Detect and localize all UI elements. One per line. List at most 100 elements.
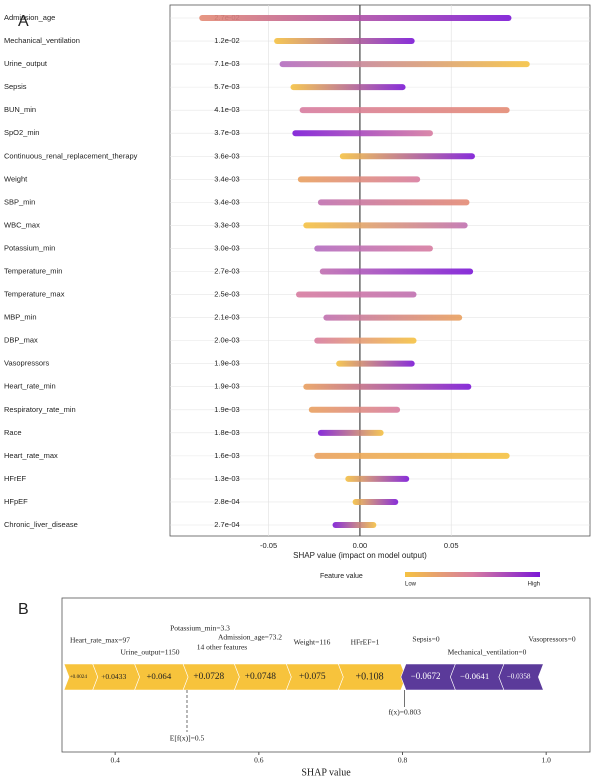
x-tick-label: 1.0	[541, 756, 551, 765]
feature-label: Sepsis=0	[412, 635, 439, 644]
legend-high: High	[528, 582, 540, 588]
value-label: +0.0728	[193, 672, 224, 682]
feature-label: Respiratory_rate_min	[4, 405, 76, 414]
value-label: +0.0433	[101, 672, 126, 681]
importance-label: 1.2e-02	[214, 36, 239, 45]
value-label: +0.0748	[245, 672, 277, 682]
feature-label: Heart_rate_max=97	[70, 636, 130, 645]
beeswarm-band	[296, 291, 417, 298]
beeswarm-band	[352, 498, 399, 505]
feature-label: Mechanical_ventilation	[4, 36, 80, 45]
feature-label: Chronic_liver_disease	[4, 520, 78, 529]
legend-title: Feature value	[320, 573, 363, 580]
beeswarm-band	[279, 61, 530, 68]
feature-label: Potassium_min	[4, 243, 55, 252]
panel-label: A	[18, 13, 29, 30]
x-tick-label: 0.6	[254, 756, 264, 765]
feature-label: HFpEF	[4, 497, 28, 506]
feature-label: Admission_age	[4, 13, 55, 22]
value-label: +0.0024	[70, 674, 88, 680]
beeswarm-band	[314, 337, 417, 344]
feature-label: 14 other features	[197, 643, 247, 652]
beeswarm-band	[292, 130, 433, 137]
beeswarm-band	[299, 107, 510, 114]
beeswarm-band	[317, 429, 384, 436]
feature-label: MBP_min	[4, 313, 37, 322]
importance-label: 1.9e-03	[214, 405, 239, 414]
base-value-label: E[f(x)]=0.5	[170, 734, 205, 743]
value-label: −0.0358	[507, 673, 531, 681]
beeswarm-band	[274, 38, 415, 45]
beeswarm-band	[323, 314, 463, 321]
legend-colorbar	[405, 572, 540, 577]
feature-label: Temperature_max	[4, 290, 65, 299]
x-tick-label: 0.00	[353, 541, 368, 550]
plot-frame	[61, 597, 591, 753]
value-label: +0.075	[299, 672, 326, 682]
beeswarm-band	[303, 222, 468, 229]
importance-label: 7.1e-03	[214, 59, 239, 68]
beeswarm-band	[314, 452, 510, 459]
beeswarm-band	[308, 406, 401, 413]
importance-label: 2.7e-03	[214, 266, 239, 275]
beeswarm-band	[336, 360, 415, 367]
feature-label: BUN_min	[4, 105, 36, 114]
value-label: −0.0641	[460, 671, 489, 681]
x-axis-title: SHAP value	[301, 767, 351, 778]
legend-low: Low	[405, 582, 417, 588]
feature-label: Heart_rate_min	[4, 382, 56, 391]
importance-label: 2.8e-04	[214, 497, 239, 506]
feature-label: Vasopressors	[4, 359, 50, 368]
x-tick-label: 0.05	[444, 541, 459, 550]
beeswarm-band	[297, 176, 421, 183]
feature-label: Heart_rate_max	[4, 451, 58, 460]
importance-label: 1.3e-03	[214, 474, 239, 483]
importance-label: 1.6e-03	[214, 451, 239, 460]
feature-label: WBC_max	[4, 220, 40, 229]
x-tick-label: 0.8	[398, 756, 408, 765]
importance-label: 3.3e-03	[214, 220, 239, 229]
feature-label: Urine_output	[4, 59, 48, 68]
beeswarm-band	[319, 268, 474, 275]
importance-label: 3.7e-03	[214, 128, 239, 137]
force-segment	[337, 663, 407, 691]
panel-label: B	[18, 601, 29, 618]
importance-label: 5.7e-03	[214, 82, 239, 91]
beeswarm-band	[290, 84, 406, 91]
x-axis-title: SHAP value (impact on model output)	[293, 551, 427, 560]
feature-label: Admission_age=73.2	[218, 633, 282, 642]
feature-label: Weight	[4, 174, 28, 183]
feature-label: Sepsis	[4, 82, 27, 91]
importance-label: 2.7e-04	[214, 520, 239, 529]
value-label: +0.108	[356, 671, 384, 682]
feature-label: Urine_output=1150	[121, 648, 180, 657]
value-label: +0.064	[146, 671, 171, 681]
feature-label: HFrEF=1	[351, 638, 380, 647]
feature-label: Vasopressors=0	[528, 635, 575, 644]
beeswarm-band	[339, 153, 475, 160]
importance-label: 3.0e-03	[214, 243, 239, 252]
feature-label: Race	[4, 428, 22, 437]
feature-label: SpO2_min	[4, 128, 39, 137]
beeswarm-band	[314, 245, 433, 252]
importance-label: 3.6e-03	[214, 151, 239, 160]
x-tick-label: -0.05	[260, 541, 277, 550]
importance-label: 3.4e-03	[214, 174, 239, 183]
importance-label: 2.1e-03	[214, 313, 239, 322]
importance-label: 1.8e-03	[214, 428, 239, 437]
x-tick-label: 0.4	[110, 756, 120, 765]
feature-label: DBP_max	[4, 336, 38, 345]
beeswarm-band	[317, 199, 470, 206]
feature-label: Weight=116	[294, 638, 331, 647]
feature-label: Continuous_renal_replacement_therapy	[4, 151, 138, 160]
beeswarm-band	[199, 15, 512, 21]
feature-label: Mechanical_ventilation=0	[448, 648, 527, 657]
beeswarm-band	[303, 383, 472, 390]
importance-label: 1.9e-03	[214, 359, 239, 368]
importance-label: 2.0e-03	[214, 336, 239, 345]
importance-label: 2.5e-03	[214, 290, 239, 299]
feature-label: SBP_min	[4, 197, 35, 206]
plot-frame	[169, 4, 591, 537]
importance-label: 3.4e-03	[214, 197, 239, 206]
